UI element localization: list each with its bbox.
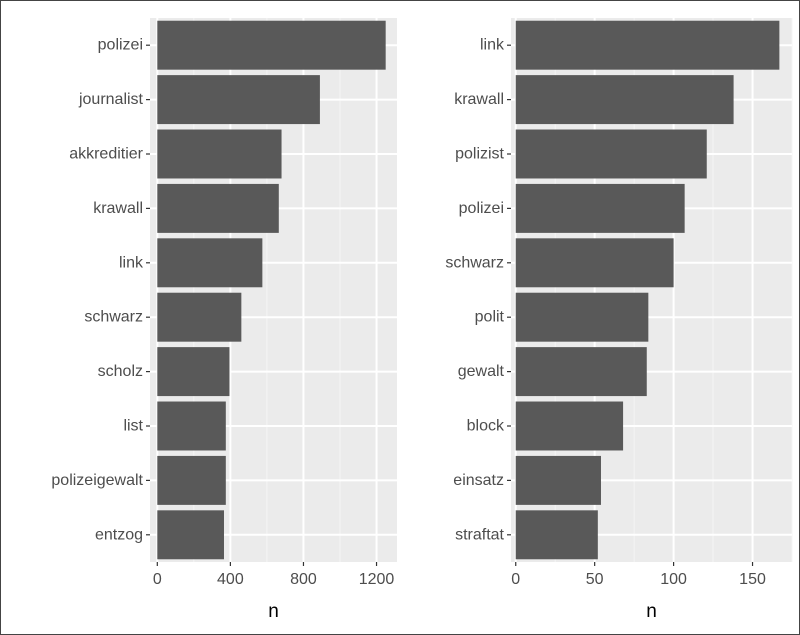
y-tick-label: polizei bbox=[98, 37, 143, 54]
y-tick-label: schwarz bbox=[445, 254, 504, 271]
bar-polizei bbox=[515, 183, 685, 233]
bar-block bbox=[515, 401, 624, 451]
bar-list bbox=[157, 401, 226, 451]
x-axis-title: n bbox=[268, 601, 279, 622]
y-tick-label: polizist bbox=[455, 146, 504, 163]
y-tick-label: einsatz bbox=[453, 472, 504, 489]
y-tick-label: akkreditier bbox=[69, 146, 143, 163]
bar-scholz bbox=[157, 347, 230, 397]
y-tick-label: schwarz bbox=[84, 309, 143, 326]
bar-link bbox=[157, 238, 263, 288]
y-tick-label: block bbox=[467, 418, 505, 435]
bar-akkreditier bbox=[157, 129, 282, 179]
y-tick-label: krawall bbox=[93, 200, 143, 217]
x-tick-label: 150 bbox=[739, 571, 766, 588]
x-axis-title: n bbox=[646, 601, 657, 622]
y-tick-label: straftat bbox=[455, 526, 504, 543]
x-tick-label: 800 bbox=[290, 571, 317, 588]
x-tick-label: 400 bbox=[217, 571, 244, 588]
bar-krawall bbox=[515, 75, 734, 125]
y-tick-label: scholz bbox=[98, 363, 143, 380]
y-tick-label: link bbox=[480, 37, 505, 54]
bar-polizei bbox=[157, 20, 386, 70]
y-tick-label: list bbox=[123, 418, 143, 435]
bar-link bbox=[515, 20, 780, 70]
y-tick-label: polit bbox=[475, 309, 505, 326]
y-tick-label: entzog bbox=[95, 526, 143, 543]
right-panel: link krawall polizist polizei schwarz polit ge… bbox=[445, 18, 793, 622]
bar-polizeigewalt bbox=[157, 455, 226, 505]
bar-journalist bbox=[157, 75, 320, 125]
x-tick-label: 1200 bbox=[359, 571, 395, 588]
bar-schwarz bbox=[157, 292, 242, 342]
bar-einsatz bbox=[515, 455, 601, 505]
bar-polizist bbox=[515, 129, 707, 179]
y-tick-label: gewalt bbox=[458, 363, 505, 380]
left-panel: polizei journalist akkreditier krawall link s… bbox=[51, 18, 397, 622]
x-tick-label: 0 bbox=[511, 571, 520, 588]
y-tick-label: polizeigewalt bbox=[51, 472, 143, 489]
y-tick-label: krawall bbox=[454, 91, 504, 108]
x-tick-label: 50 bbox=[586, 571, 604, 588]
y-tick-label: link bbox=[119, 254, 144, 271]
x-tick-label: 0 bbox=[153, 571, 162, 588]
bar-polit bbox=[515, 292, 649, 342]
y-tick-label: polizei bbox=[459, 200, 504, 217]
bar-schwarz bbox=[515, 238, 674, 288]
bar-gewalt bbox=[515, 347, 647, 397]
bar-krawall bbox=[157, 183, 279, 233]
bar-entzog bbox=[157, 510, 224, 560]
y-tick-label: journalist bbox=[78, 91, 144, 108]
bar-straftat bbox=[515, 510, 598, 560]
x-tick-label: 100 bbox=[660, 571, 687, 588]
